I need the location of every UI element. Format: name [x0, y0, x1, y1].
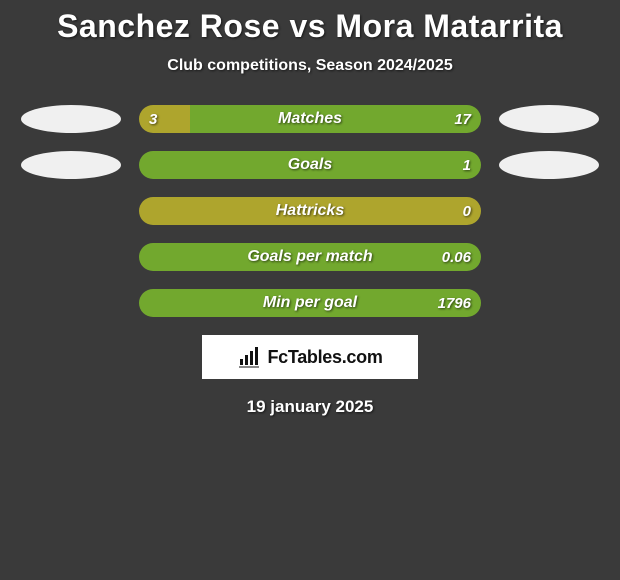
- stat-bar-right-fill: [190, 105, 481, 133]
- stat-bar: Hattricks0: [139, 197, 481, 225]
- player-avatar-right: [499, 105, 599, 133]
- stat-bar: Goals per match0.06: [139, 243, 481, 271]
- stat-label: Min per goal: [139, 289, 481, 317]
- comparison-card: Sanchez Rose vs Mora Matarrita Club comp…: [0, 0, 620, 580]
- brand-box[interactable]: FcTables.com: [202, 335, 418, 379]
- stat-bar: Goals1: [139, 151, 481, 179]
- stat-value-right: 0: [463, 197, 471, 225]
- player-avatar-left: [21, 105, 121, 133]
- stat-row: Goals per match0.06: [0, 243, 620, 271]
- stat-value-right: 1796: [438, 289, 471, 317]
- brand-text: FcTables.com: [267, 347, 382, 368]
- stat-bar: Matches317: [139, 105, 481, 133]
- player-avatar-right: [499, 151, 599, 179]
- stat-value-right: 0.06: [442, 243, 471, 271]
- stat-row: Hattricks0: [0, 197, 620, 225]
- stat-row: Min per goal1796: [0, 289, 620, 317]
- stat-value-left: 3: [149, 105, 157, 133]
- stat-bar: Min per goal1796: [139, 289, 481, 317]
- stats-list: Matches317Goals1Hattricks0Goals per matc…: [0, 105, 620, 317]
- stat-label: Goals: [139, 151, 481, 179]
- stat-label: Hattricks: [139, 197, 481, 225]
- bar-chart-icon: [237, 345, 261, 369]
- stat-value-right: 17: [454, 105, 471, 133]
- stat-label: Goals per match: [139, 243, 481, 271]
- stat-row: Goals1: [0, 151, 620, 179]
- date-text: 19 january 2025: [0, 397, 620, 417]
- player-avatar-left: [21, 151, 121, 179]
- stat-value-right: 1: [463, 151, 471, 179]
- stat-bar-left-fill: [139, 105, 190, 133]
- page-title: Sanchez Rose vs Mora Matarrita: [0, 8, 620, 45]
- subtitle: Club competitions, Season 2024/2025: [0, 57, 620, 75]
- stat-row: Matches317: [0, 105, 620, 133]
